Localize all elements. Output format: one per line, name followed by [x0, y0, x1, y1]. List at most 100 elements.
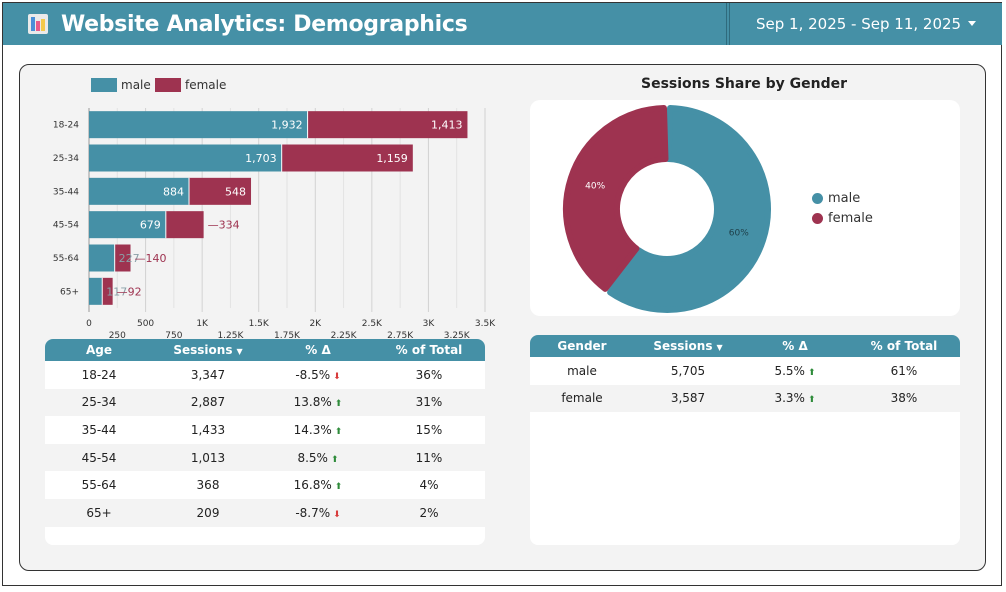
- age-cell: 45-54: [45, 451, 153, 465]
- x-tick-label-minor: 750: [165, 331, 182, 341]
- arrow-down-icon: ⬇: [333, 509, 341, 520]
- col-gender-share[interactable]: % of Total: [870, 339, 938, 353]
- date-range-picker[interactable]: Sep 1, 2025 - Sep 11, 2025: [729, 3, 1002, 45]
- age-table-body: 18-24 3,347 -8.5% ⬇ 36% 25-34 2,887 13.8% ⬆ 31% 35…: [45, 361, 485, 527]
- sessions-value: 1,433: [190, 422, 226, 437]
- gender-value: male: [567, 363, 597, 378]
- pie-legend-male-label: male: [828, 191, 861, 206]
- bar-female-label: —140: [135, 252, 167, 265]
- x-tick-label-minor: 1.75K: [274, 331, 301, 341]
- age-table-row[interactable]: 35-44 1,433 14.3% ⬆ 15%: [45, 416, 485, 444]
- arrow-up-icon: ⬆: [807, 395, 816, 406]
- age-value: 55-64: [81, 478, 117, 493]
- y-category-label: 25-34: [53, 154, 79, 164]
- pie-legend-male[interactable]: male: [812, 191, 860, 206]
- gender-table-row[interactable]: female 3,587 3.3% ⬆ 38%: [530, 384, 960, 413]
- gender-cell: male: [530, 364, 634, 378]
- bar-female[interactable]: [102, 277, 113, 305]
- col-sessions[interactable]: Sessions ▼: [153, 343, 263, 357]
- bar-male[interactable]: [89, 244, 115, 272]
- sessions-value: 3,587: [670, 391, 706, 406]
- x-tick-label: 3K: [423, 319, 436, 329]
- col-age[interactable]: Age: [85, 343, 112, 357]
- age-value: 18-24: [81, 367, 117, 382]
- chevron-down-icon[interactable]: [968, 21, 976, 26]
- bar-female-label: —334: [208, 219, 240, 232]
- sessions-value: 209: [196, 505, 220, 520]
- delta-cell: 14.3% ⬆: [263, 423, 373, 437]
- age-table-row[interactable]: 25-34 2,887 13.8% ⬆ 31%: [45, 388, 485, 417]
- bar-female[interactable]: [114, 244, 131, 272]
- gender-table-row[interactable]: male 5,705 5.5% ⬆ 61%: [530, 357, 960, 385]
- pie-legend-female[interactable]: female: [812, 211, 873, 226]
- col-share[interactable]: % of Total: [395, 343, 463, 357]
- age-table-row[interactable]: 55-64 368 16.8% ⬆ 4%: [45, 471, 485, 499]
- donut-slice-label: 60%: [729, 228, 749, 238]
- y-category-label: 35-44: [53, 187, 79, 197]
- col-delta[interactable]: % Δ: [305, 343, 331, 357]
- share-value: 31%: [415, 395, 443, 410]
- legend-female[interactable]: female: [155, 78, 226, 92]
- bar-female[interactable]: [307, 111, 468, 139]
- sessions-cell: 209: [153, 506, 263, 520]
- donut-slice-male[interactable]: [607, 105, 771, 313]
- sessions-value: 3,347: [190, 367, 226, 382]
- arrow-up-icon: ⬆: [807, 367, 816, 378]
- y-category-label: 55-64: [53, 254, 79, 264]
- share-value: 36%: [415, 367, 443, 382]
- age-table-row[interactable]: 65+ 209 -8.7% ⬇ 2%: [45, 498, 485, 527]
- x-tick-label: 1.5K: [249, 319, 270, 329]
- bar-female[interactable]: [281, 144, 413, 172]
- sort-desc-icon[interactable]: ▼: [716, 343, 723, 352]
- delta-value: 13.8%: [293, 395, 332, 410]
- share-value: 38%: [890, 391, 918, 406]
- bar-male[interactable]: [89, 277, 103, 305]
- legend-female-label: female: [185, 78, 227, 92]
- col-gender-delta[interactable]: % Δ: [782, 339, 808, 353]
- bar-male[interactable]: [89, 211, 166, 239]
- x-tick-label-minor: 1.25K: [217, 331, 244, 341]
- title-area: Website Analytics: Demographics: [3, 3, 727, 45]
- share-cell: 61%: [848, 364, 960, 378]
- age-value: 65+: [86, 505, 112, 520]
- age-table-row[interactable]: 45-54 1,013 8.5% ⬆ 11%: [45, 443, 485, 472]
- bar-female[interactable]: [189, 177, 252, 205]
- legend-male[interactable]: male: [91, 78, 151, 92]
- arrow-up-icon: ⬆: [334, 482, 343, 493]
- age-sessions-table: Age Sessions ▼ % Δ % of Total 18-24 3,347 -…: [45, 339, 485, 545]
- sessions-cell: 3,347: [153, 368, 263, 382]
- x-tick-label: 2.5K: [362, 319, 383, 329]
- bar-female-label: 548: [225, 185, 246, 198]
- pie-legend-female-dot: [812, 213, 823, 224]
- sessions-cell: 3,587: [634, 391, 742, 405]
- share-value: 11%: [415, 450, 443, 465]
- bar-female[interactable]: [165, 211, 204, 239]
- age-cell: 25-34: [45, 395, 153, 409]
- age-cell: 18-24: [45, 368, 153, 382]
- gender-table-header: Gender Sessions ▼ % Δ % of Total: [530, 335, 960, 357]
- delta-cell: -8.7% ⬇: [263, 506, 373, 520]
- delta-value: 14.3%: [293, 422, 332, 437]
- sessions-value: 368: [196, 478, 220, 493]
- bar-male[interactable]: [89, 177, 190, 205]
- bar-male-label: 1,703: [245, 152, 277, 165]
- donut-slice-female[interactable]: [563, 105, 669, 292]
- bar-male[interactable]: [89, 111, 308, 139]
- bar-male[interactable]: [89, 144, 282, 172]
- sort-desc-icon[interactable]: ▼: [236, 347, 243, 356]
- age-table-row[interactable]: 18-24 3,347 -8.5% ⬇ 36%: [45, 361, 485, 389]
- gender-sessions-table: Gender Sessions ▼ % Δ % of Total male 5,70…: [530, 335, 960, 545]
- col-gender[interactable]: Gender: [557, 339, 607, 353]
- bar-male-label: 884: [163, 185, 184, 198]
- pie-legend-male-dot: [812, 193, 823, 204]
- gender-table-body: male 5,705 5.5% ⬆ 61% female 3,587 3.3% ⬆ 38%: [530, 357, 960, 413]
- gender-cell: female: [530, 391, 634, 405]
- share-value: 61%: [890, 363, 918, 378]
- gender-value: female: [561, 391, 603, 406]
- delta-cell: 8.5% ⬆: [263, 451, 373, 465]
- col-gender-sessions[interactable]: Sessions ▼: [634, 339, 742, 353]
- x-tick-label: 3.5K: [475, 319, 496, 329]
- delta-cell: 3.3% ⬆: [742, 391, 848, 405]
- x-tick-label: 0: [86, 319, 92, 329]
